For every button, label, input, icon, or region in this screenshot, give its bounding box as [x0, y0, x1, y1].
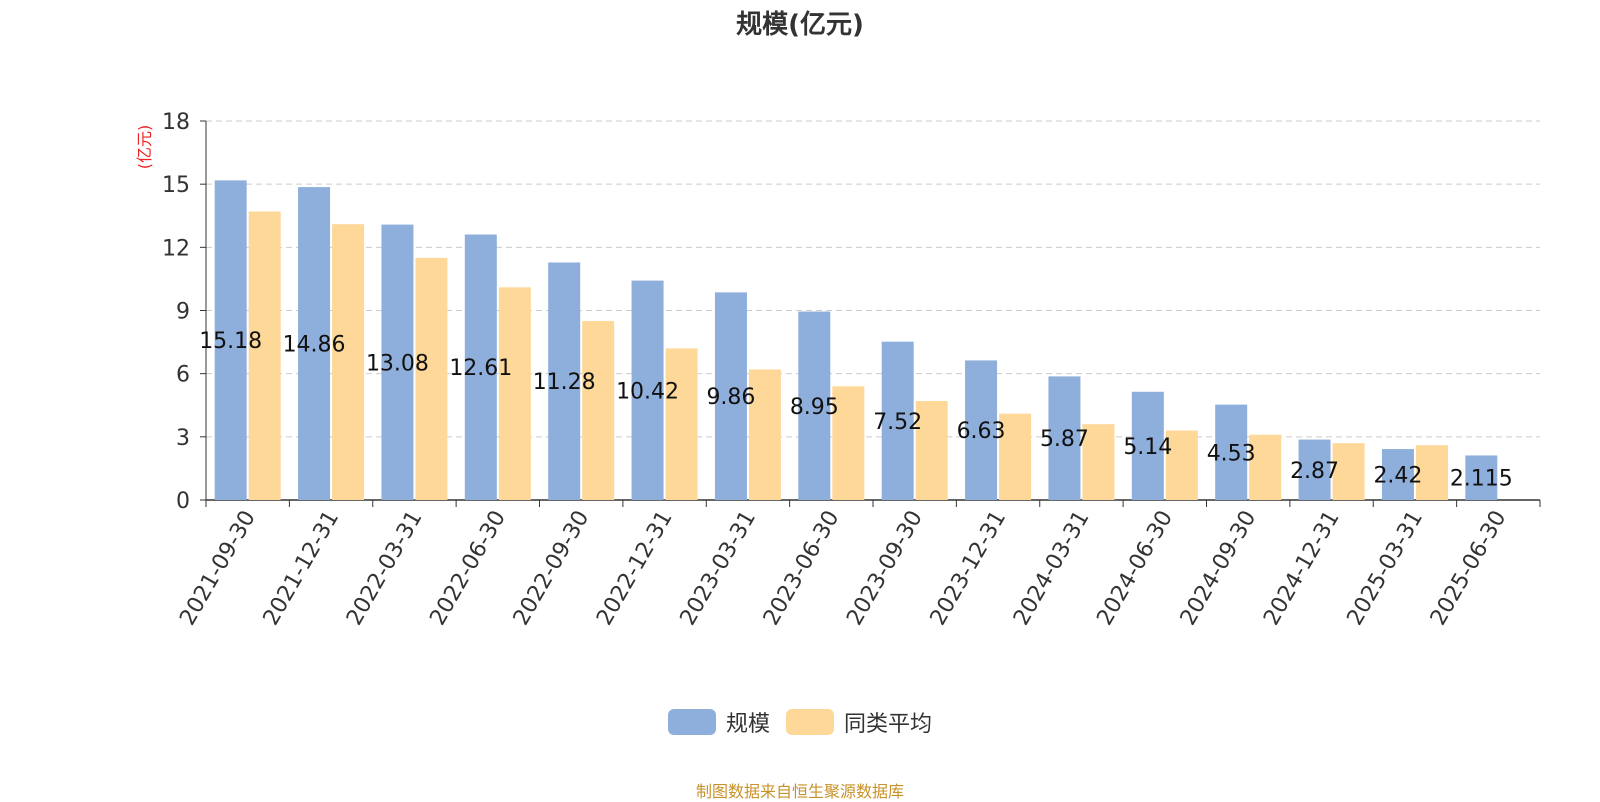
bar-peer-average	[1249, 434, 1282, 500]
legend-label-peer-average: 同类平均	[844, 712, 933, 737]
bar-peer-average	[1082, 424, 1115, 500]
bar-peer-average	[248, 211, 281, 501]
bar-scale	[214, 180, 247, 501]
bar-peer-average	[1415, 445, 1448, 500]
bar-value-label: 5.87	[1040, 427, 1089, 452]
bar-peer-average	[332, 224, 365, 500]
x-tick-label: 2025-06-30	[1426, 507, 1512, 630]
x-tick-label: 2025-03-31	[1343, 507, 1429, 630]
x-tick-label: 2021-12-31	[259, 507, 345, 630]
y-tick-label: 3	[176, 426, 190, 451]
bar-value-label: 2.42	[1373, 464, 1422, 489]
chart-title: 规模(亿元)	[736, 10, 864, 40]
bar-value-label: 14.86	[283, 333, 346, 358]
x-tick-label: 2024-06-30	[1092, 507, 1178, 630]
legend-item-peer-average[interactable]: 同类平均	[786, 706, 932, 738]
bar-peer-average	[1165, 430, 1198, 500]
y-tick-label: 6	[176, 363, 190, 388]
y-axis-title: (亿元)	[135, 125, 154, 170]
x-tick-label: 2022-06-30	[425, 507, 511, 630]
y-tick-label: 0	[176, 489, 190, 514]
bar-scale	[714, 292, 747, 500]
y-tick-label: 12	[162, 236, 190, 261]
bar-value-label: 10.42	[616, 379, 679, 404]
y-tick-label: 15	[162, 173, 190, 198]
bar-peer-average	[582, 321, 615, 500]
bar-peer-average	[832, 386, 865, 500]
bar-peer-average	[1332, 443, 1365, 500]
x-tick-label: 2024-03-31	[1009, 507, 1095, 630]
bar-peer-average	[665, 348, 698, 500]
source-note: 制图数据来自恒生聚源数据库	[695, 782, 904, 801]
bar-scale	[548, 262, 581, 500]
x-tick-label: 2023-03-31	[676, 507, 762, 630]
bar-scale	[798, 311, 831, 500]
bar-scale	[1381, 449, 1414, 500]
bar-scale	[1298, 439, 1331, 500]
y-tick-label: 18	[162, 110, 190, 135]
x-tick-label: 2021-09-30	[175, 507, 261, 630]
bar-peer-average	[999, 413, 1032, 500]
bar-value-label: 9.86	[706, 385, 755, 410]
bar-chart: 0 3 6 9 12 15 18 (亿元) 15.18 2021-09-30 14.86 2021-1…	[135, 110, 1541, 630]
bar-value-label: 2.87	[1290, 459, 1339, 484]
x-tick-label: 2022-12-31	[592, 507, 678, 630]
bar-scale	[881, 341, 914, 500]
bar-value-label: 8.95	[790, 395, 839, 420]
bar-value-label: 11.28	[533, 370, 596, 395]
bar-value-label: 7.52	[873, 410, 922, 435]
y-tick-label: 9	[176, 300, 190, 325]
legend-swatch-scale	[667, 709, 716, 735]
bar-peer-average	[915, 401, 948, 500]
bar-value-label: 6.63	[957, 419, 1006, 444]
bar-value-label: 4.53	[1207, 441, 1256, 466]
x-tick-label: 2022-09-30	[509, 507, 595, 630]
bar-scale	[1048, 376, 1081, 500]
bar-value-label: 2.115	[1450, 467, 1513, 492]
x-tick-label: 2023-09-30	[842, 507, 928, 630]
x-tick-label: 2024-12-31	[1259, 507, 1345, 630]
legend-item-scale[interactable]: 规模	[667, 706, 770, 738]
bar-scale	[298, 187, 331, 500]
x-tick-label: 2024-09-30	[1176, 507, 1262, 630]
bar-scale	[1131, 391, 1164, 500]
bar-value-label: 13.08	[366, 351, 429, 376]
bar-scale	[381, 224, 414, 501]
bar-value-label: 15.18	[199, 329, 262, 354]
legend-label-scale: 规模	[725, 712, 770, 737]
bar-scale	[965, 360, 998, 500]
x-tick-label: 2023-12-31	[926, 507, 1012, 630]
bar-peer-average	[748, 369, 781, 500]
bar-scale	[1465, 455, 1498, 500]
legend-swatch-peer-average	[786, 709, 834, 735]
bar-scale	[464, 234, 497, 500]
bar-value-label: 12.61	[449, 356, 512, 381]
bar-scale	[1215, 404, 1248, 500]
bar-scale	[631, 280, 664, 500]
bar-value-label: 5.14	[1123, 435, 1172, 460]
legend: 规模 同类平均	[0, 706, 1600, 738]
x-tick-label: 2023-06-30	[759, 507, 845, 630]
bar-peer-average	[498, 287, 531, 500]
bar-peer-average	[415, 257, 448, 500]
x-tick-label: 2022-03-31	[342, 507, 428, 630]
